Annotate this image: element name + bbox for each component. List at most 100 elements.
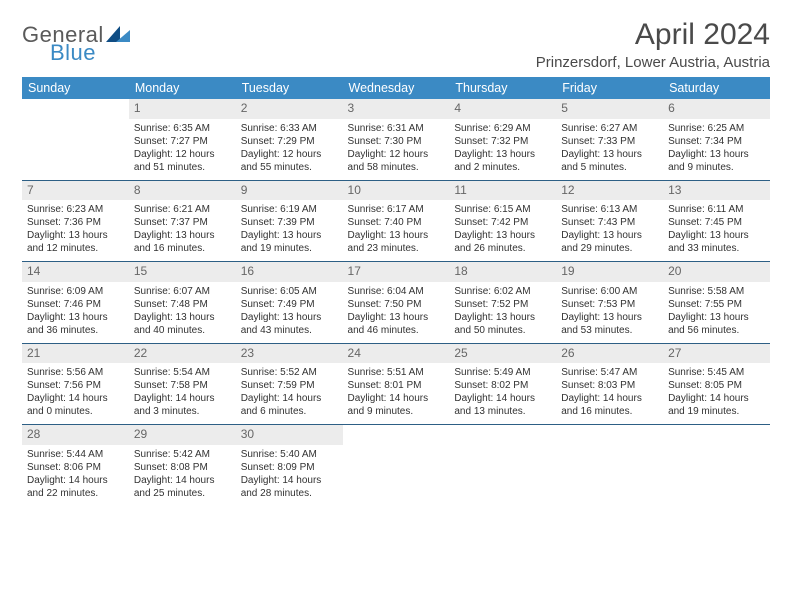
sunset-text: Sunset: 7:29 PM: [241, 135, 338, 148]
calendar-day-cell: 27Sunrise: 5:45 AMSunset: 8:05 PMDayligh…: [663, 343, 770, 425]
sunset-text: Sunset: 8:09 PM: [241, 461, 338, 474]
day-number: 28: [22, 425, 129, 445]
daylight-text: Daylight: 13 hours and 5 minutes.: [561, 148, 658, 174]
day-number: 19: [556, 262, 663, 282]
daylight-text: Daylight: 13 hours and 12 minutes.: [27, 229, 124, 255]
day-number: 11: [449, 181, 556, 201]
sunrise-text: Sunrise: 6:23 AM: [27, 203, 124, 216]
sunset-text: Sunset: 7:43 PM: [561, 216, 658, 229]
day-number: 3: [343, 99, 450, 119]
day-number: 1: [129, 99, 236, 119]
day-number: 8: [129, 181, 236, 201]
header: General Blue April 2024 Prinzersdorf, Lo…: [22, 18, 770, 71]
sunrise-text: Sunrise: 6:31 AM: [348, 122, 445, 135]
daylight-text: Daylight: 14 hours and 0 minutes.: [27, 392, 124, 418]
calendar-day-cell: 7Sunrise: 6:23 AMSunset: 7:36 PMDaylight…: [22, 180, 129, 262]
sunrise-text: Sunrise: 5:42 AM: [134, 448, 231, 461]
sunrise-text: Sunrise: 6:05 AM: [241, 285, 338, 298]
daylight-text: Daylight: 14 hours and 6 minutes.: [241, 392, 338, 418]
sunrise-text: Sunrise: 6:04 AM: [348, 285, 445, 298]
calendar-day-cell: [556, 425, 663, 506]
calendar-day-cell: 17Sunrise: 6:04 AMSunset: 7:50 PMDayligh…: [343, 262, 450, 344]
sunrise-text: Sunrise: 6:11 AM: [668, 203, 765, 216]
sunrise-text: Sunrise: 5:51 AM: [348, 366, 445, 379]
sunrise-text: Sunrise: 6:25 AM: [668, 122, 765, 135]
sunrise-text: Sunrise: 5:52 AM: [241, 366, 338, 379]
sunset-text: Sunset: 8:01 PM: [348, 379, 445, 392]
sunrise-text: Sunrise: 6:17 AM: [348, 203, 445, 216]
daylight-text: Daylight: 13 hours and 43 minutes.: [241, 311, 338, 337]
weekday-header: Monday: [129, 77, 236, 99]
sunrise-text: Sunrise: 6:19 AM: [241, 203, 338, 216]
day-number: 15: [129, 262, 236, 282]
calendar-day-cell: 1Sunrise: 6:35 AMSunset: 7:27 PMDaylight…: [129, 99, 236, 180]
calendar-week-row: 28Sunrise: 5:44 AMSunset: 8:06 PMDayligh…: [22, 425, 770, 506]
daylight-text: Daylight: 13 hours and 23 minutes.: [348, 229, 445, 255]
daylight-text: Daylight: 13 hours and 29 minutes.: [561, 229, 658, 255]
day-number: 29: [129, 425, 236, 445]
day-number: 5: [556, 99, 663, 119]
daylight-text: Daylight: 13 hours and 26 minutes.: [454, 229, 551, 255]
daylight-text: Daylight: 13 hours and 16 minutes.: [134, 229, 231, 255]
daylight-text: Daylight: 13 hours and 9 minutes.: [668, 148, 765, 174]
sunset-text: Sunset: 7:58 PM: [134, 379, 231, 392]
sunset-text: Sunset: 7:53 PM: [561, 298, 658, 311]
sunrise-text: Sunrise: 5:49 AM: [454, 366, 551, 379]
calendar-week-row: 14 Sunrise: 6:09 AMSunset: 7:46 PM Dayligh…: [22, 262, 770, 344]
location: Prinzersdorf, Lower Austria, Austria: [536, 54, 770, 71]
sunset-text: Sunset: 8:06 PM: [27, 461, 124, 474]
daylight-text: Daylight: 12 hours and 51 minutes.: [134, 148, 231, 174]
daylight-text: Daylight: 14 hours and 28 minutes.: [241, 474, 338, 500]
sunrise-text: Sunrise: 6:21 AM: [134, 203, 231, 216]
day-number: 21: [22, 344, 129, 364]
day-number: 13: [663, 181, 770, 201]
day-number: 14: [22, 262, 129, 282]
daylight-text: Daylight: 14 hours and 25 minutes.: [134, 474, 231, 500]
day-number: 20: [663, 262, 770, 282]
calendar-day-cell: 21 Sunrise: 5:56 AMSunset: 7:56 PMDayligh…: [22, 343, 129, 425]
sunset-text: Sunset: 7:46 PM: [27, 298, 124, 311]
calendar-day-cell: [663, 425, 770, 506]
calendar-day-cell: 30Sunrise: 5:40 AMSunset: 8:09 PMDayligh…: [236, 425, 343, 506]
daylight-text: Daylight: 13 hours and 46 minutes.: [348, 311, 445, 337]
calendar-day-cell: 18Sunrise: 6:02 AMSunset: 7:52 PMDayligh…: [449, 262, 556, 344]
sunset-text: Sunset: 7:37 PM: [134, 216, 231, 229]
logo: General Blue: [22, 18, 130, 64]
sunrise-text: Sunrise: 5:47 AM: [561, 366, 658, 379]
weekday-header: Saturday: [663, 77, 770, 99]
daylight-text: Daylight: 14 hours and 19 minutes.: [668, 392, 765, 418]
calendar-day-cell: [22, 99, 129, 180]
logo-word2: Blue: [50, 42, 130, 64]
calendar-day-cell: 6Sunrise: 6:25 AMSunset: 7:34 PMDaylight…: [663, 99, 770, 180]
sunset-text: Sunset: 7:56 PM: [27, 379, 124, 392]
daylight-text: Daylight: 14 hours and 3 minutes.: [134, 392, 231, 418]
weekday-header: Sunday: [22, 77, 129, 99]
sunset-text: Sunset: 7:42 PM: [454, 216, 551, 229]
sunrise-text: Sunrise: 5:56 AM: [27, 366, 124, 379]
sunrise-text: Sunrise: 6:09 AM: [27, 285, 124, 298]
sunset-text: Sunset: 7:34 PM: [668, 135, 765, 148]
calendar-week-row: 7Sunrise: 6:23 AMSunset: 7:36 PMDaylight…: [22, 180, 770, 262]
day-number: 27: [663, 344, 770, 364]
weekday-header: Friday: [556, 77, 663, 99]
daylight-text: Daylight: 13 hours and 53 minutes.: [561, 311, 658, 337]
sunset-text: Sunset: 7:48 PM: [134, 298, 231, 311]
sunrise-text: Sunrise: 6:35 AM: [134, 122, 231, 135]
calendar-day-cell: 16Sunrise: 6:05 AMSunset: 7:49 PMDayligh…: [236, 262, 343, 344]
calendar-day-cell: [343, 425, 450, 506]
sunrise-text: Sunrise: 5:58 AM: [668, 285, 765, 298]
calendar-day-cell: 19 Sunrise: 6:00 AMSunset: 7:53 PMDayligh…: [556, 262, 663, 344]
sunset-text: Sunset: 7:39 PM: [241, 216, 338, 229]
calendar-day-cell: 5Sunrise: 6:27 AMSunset: 7:33 PMDaylight…: [556, 99, 663, 180]
day-number: 26: [556, 344, 663, 364]
daylight-text: Daylight: 14 hours and 9 minutes.: [348, 392, 445, 418]
sunrise-text: Sunrise: 5:40 AM: [241, 448, 338, 461]
calendar-week-row: 1Sunrise: 6:35 AMSunset: 7:27 PMDaylight…: [22, 99, 770, 180]
sunrise-text: Sunrise: 6:00 AM: [561, 285, 658, 298]
day-number: 25: [449, 344, 556, 364]
daylight-text: Daylight: 13 hours and 19 minutes.: [241, 229, 338, 255]
sunrise-text: Sunrise: 6:27 AM: [561, 122, 658, 135]
calendar-day-cell: 4Sunrise: 6:29 AMSunset: 7:32 PMDaylight…: [449, 99, 556, 180]
month-title: April 2024: [536, 18, 770, 52]
daylight-text: Daylight: 14 hours and 22 minutes.: [27, 474, 124, 500]
